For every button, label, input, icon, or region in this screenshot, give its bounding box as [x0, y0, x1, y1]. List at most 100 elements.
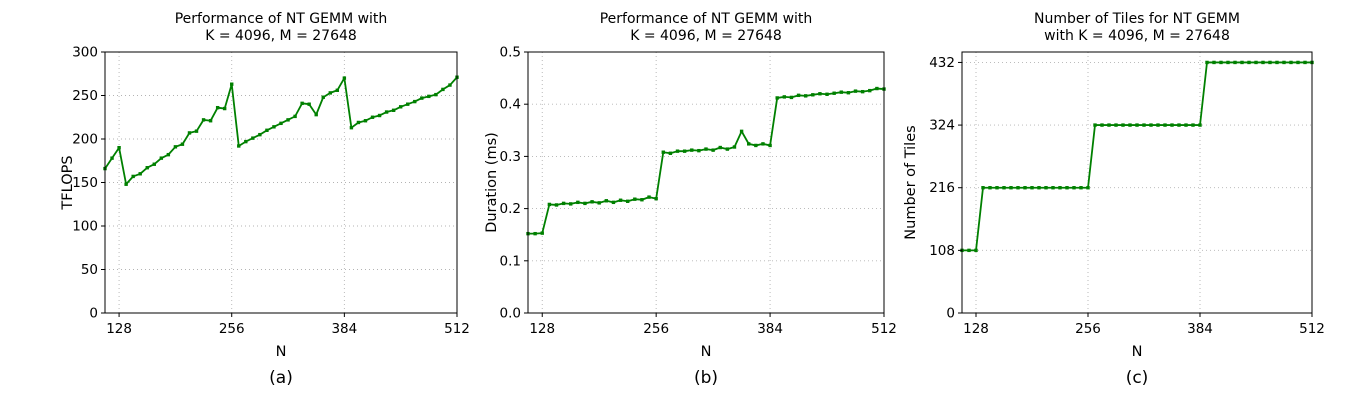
data-point-marker [1100, 123, 1104, 127]
data-point-marker [391, 108, 396, 112]
x-tick-label: 384 [1187, 321, 1213, 337]
data-point-marker [300, 101, 304, 106]
data-point-marker [860, 89, 865, 94]
x-tick-label: 384 [331, 321, 357, 337]
data-point-marker [1093, 123, 1097, 127]
data-point-marker [569, 202, 573, 206]
data-point-marker [711, 148, 715, 152]
data-point-marker [1247, 60, 1251, 65]
data-point-marker [1023, 186, 1027, 190]
series-line-c [961, 61, 1313, 252]
data-point-marker [1289, 60, 1293, 65]
x-tick-label: 256 [643, 321, 669, 337]
y-tick-label: 300 [72, 45, 98, 61]
y-tick-label: 50 [81, 262, 98, 278]
x-axis-label: N [276, 344, 287, 360]
data-point-marker [1212, 60, 1216, 65]
data-point-marker [398, 105, 403, 109]
data-point-marker [576, 200, 580, 205]
data-point-marker [682, 149, 687, 153]
data-point-marker [265, 128, 269, 132]
data-point-marker [208, 119, 213, 123]
y-tick-label: 200 [72, 132, 98, 148]
data-point-marker [335, 88, 340, 92]
data-point-marker [782, 95, 787, 99]
data-point-marker [732, 145, 737, 149]
data-point-marker [533, 231, 537, 236]
x-tick-label: 512 [444, 321, 470, 337]
data-point-marker [754, 143, 758, 148]
data-point-marker [775, 96, 779, 100]
data-point-marker [1268, 60, 1272, 65]
data-point-marker [697, 148, 701, 153]
data-point-marker [995, 186, 999, 190]
data-point-marker [561, 201, 566, 206]
y-tick-label: 0.0 [500, 306, 521, 322]
x-tick-label: 512 [871, 321, 897, 337]
data-point-marker [611, 200, 616, 205]
data-point-marker [690, 148, 694, 152]
y-tick-label: 0.2 [500, 201, 521, 217]
data-point-marker [194, 129, 199, 133]
y-tick-label: 432 [929, 55, 955, 71]
data-point-marker [279, 121, 283, 126]
data-point-marker [789, 95, 794, 100]
y-tick-label: 250 [72, 88, 98, 104]
data-point-marker [1030, 186, 1034, 190]
data-point-marker [1254, 60, 1258, 65]
data-point-marker [180, 142, 185, 146]
data-point-marker [846, 91, 851, 95]
data-point-marker [1009, 186, 1013, 190]
data-point-marker [138, 172, 142, 176]
data-point-marker [654, 196, 658, 201]
data-point-marker [1296, 60, 1300, 65]
data-point-marker [342, 76, 347, 80]
subplot-caption: (b) [694, 368, 718, 388]
data-point-marker [131, 174, 135, 179]
chart-title-line1: Performance of NT GEMM with [175, 11, 388, 27]
x-tick-label: 128 [963, 321, 989, 337]
y-axis-label: TFLOPS [60, 155, 76, 210]
data-point-marker [647, 195, 651, 199]
y-tick-label: 100 [72, 219, 98, 235]
data-point-marker [314, 112, 318, 117]
data-point-marker [825, 92, 829, 96]
x-axis-label: N [701, 344, 712, 360]
data-point-marker [547, 202, 552, 207]
data-point-marker [832, 91, 836, 95]
data-point-marker [583, 201, 587, 206]
data-point-marker [1107, 123, 1111, 127]
x-axis-label: N [1132, 344, 1143, 360]
chart-title-line2: with K = 4096, M = 27648 [1044, 28, 1230, 44]
data-point-marker [307, 102, 311, 106]
data-point-marker [640, 198, 644, 202]
series-line-a [104, 76, 458, 186]
y-tick-label: 324 [929, 118, 955, 134]
data-point-marker [173, 145, 178, 149]
data-point-marker [201, 118, 206, 122]
y-tick-label: 0.1 [500, 253, 521, 269]
chart-title-line1: Performance of NT GEMM with [600, 11, 813, 27]
data-point-marker [244, 139, 248, 144]
data-point-marker [868, 88, 872, 93]
data-point-marker [427, 94, 431, 99]
data-point-marker [222, 106, 227, 111]
data-point-marker [1002, 186, 1006, 190]
data-point-marker [704, 147, 708, 151]
data-point-marker [293, 114, 297, 119]
data-point-marker [1240, 60, 1244, 65]
data-point-marker [818, 92, 822, 96]
data-point-marker [796, 93, 801, 98]
x-tick-label: 256 [1075, 321, 1101, 337]
data-point-marker [1058, 186, 1062, 190]
data-point-marker [1205, 60, 1209, 65]
data-point-marker [117, 146, 121, 150]
data-point-marker [272, 125, 276, 129]
data-point-marker [839, 90, 843, 94]
data-point-marker [152, 162, 156, 166]
data-point-marker [1072, 186, 1076, 190]
data-point-marker [384, 110, 389, 114]
